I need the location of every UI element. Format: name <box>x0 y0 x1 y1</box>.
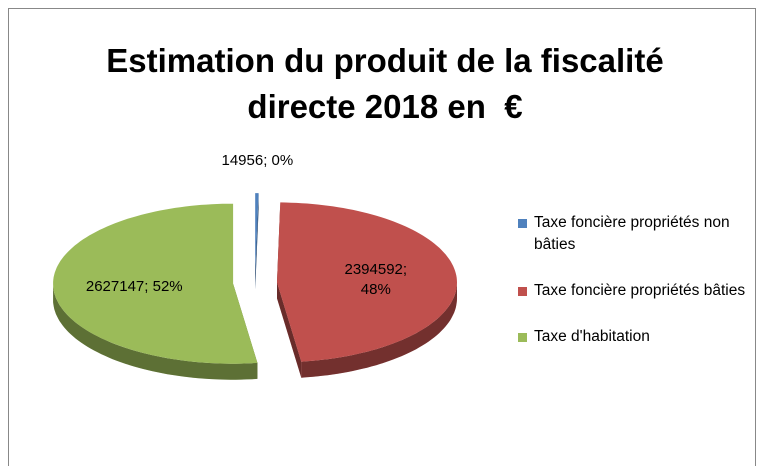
slice-side <box>53 283 258 380</box>
slice-shade <box>301 282 457 378</box>
legend: Taxe foncière propriétés non bâties Taxe … <box>518 212 753 372</box>
legend-entry: Taxe foncière propriétés bâties <box>518 280 753 302</box>
slice-shade <box>53 283 258 380</box>
slice-shade <box>255 193 259 290</box>
slice-face <box>255 193 259 290</box>
data-label: 2394592; 48% <box>344 260 408 298</box>
legend-swatch <box>518 219 527 228</box>
slice <box>255 193 259 274</box>
slice <box>277 202 457 362</box>
legend-swatch <box>518 333 527 342</box>
legend-entry: Taxe d'habitation <box>518 326 753 348</box>
slice-face <box>277 282 302 378</box>
data-label: 14956; 0% <box>221 152 294 170</box>
slice <box>53 203 258 364</box>
slice-side <box>301 282 457 378</box>
legend-swatch <box>518 287 527 296</box>
data-label: 2627147; 52% <box>85 277 183 295</box>
slice-shade <box>277 282 302 378</box>
chart-frame <box>8 8 756 466</box>
legend-entry: Taxe foncière propriétés non bâties <box>518 212 753 256</box>
chart-title: Estimation du produit de la fiscalité di… <box>106 42 673 125</box>
